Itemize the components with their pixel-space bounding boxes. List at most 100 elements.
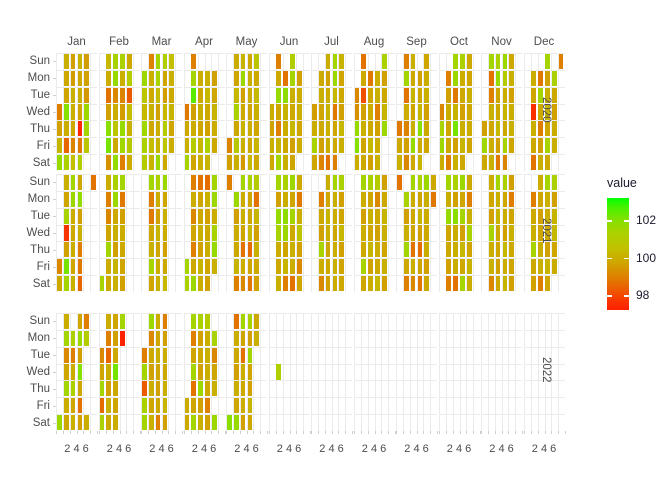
heatmap-cell (551, 121, 557, 137)
x-tick-group-oct: 2 4 6 (446, 443, 472, 455)
x-axis-tick-mark (332, 431, 333, 434)
x-axis-tick-mark (394, 431, 396, 434)
heatmap-cell (361, 138, 367, 154)
heatmap-cell (410, 225, 416, 241)
gridline-horizontal (226, 87, 267, 88)
gridline-vertical (423, 313, 424, 431)
heatmap-cell (106, 138, 112, 154)
legend-tick-label-100: 100 (636, 250, 657, 265)
x-axis-tick-mark (495, 431, 496, 434)
gridline-horizontal (438, 275, 480, 276)
heatmap-cell (247, 347, 253, 363)
heatmap-cell (424, 191, 430, 207)
heatmap-cell (403, 259, 409, 275)
heatmap-cell (375, 87, 380, 103)
gridline-horizontal (141, 174, 182, 175)
heatmap-cell (318, 87, 324, 103)
heatmap-cell (531, 208, 537, 224)
heatmap-cell (375, 208, 380, 224)
heatmap-cell (269, 104, 275, 120)
heatmap-cell (191, 70, 197, 86)
x-axis-tick-mark (260, 431, 261, 434)
gridline-vertical (523, 53, 525, 171)
heatmap-cell (339, 242, 345, 258)
heatmap-cell (460, 275, 465, 292)
gridline-vertical (155, 174, 156, 292)
heatmap-cell (290, 275, 295, 292)
heatmap-cell (233, 121, 239, 137)
gridline-vertical (353, 313, 355, 431)
heatmap-cell (551, 104, 557, 120)
gridline-horizontal (268, 275, 310, 276)
gridline-horizontal (353, 104, 395, 105)
heatmap-cell (84, 138, 90, 154)
gridline-horizontal (353, 225, 395, 226)
facet-panel-2021-feb (98, 174, 140, 292)
heatmap-cell (198, 70, 203, 86)
heatmap-cell (211, 225, 217, 241)
heatmap-cell (70, 174, 76, 191)
heatmap-cell (70, 225, 76, 241)
gridline-vertical (557, 313, 559, 431)
heatmap-cell (339, 104, 345, 120)
gridline-horizontal (183, 154, 225, 155)
gridline-vertical (125, 313, 127, 431)
legend-tick-label-98: 98 (636, 288, 650, 303)
y-axis-tick-mark (53, 422, 56, 424)
heatmap-cell (211, 104, 217, 120)
heatmap-cell (142, 154, 147, 171)
heatmap-cell (460, 242, 465, 258)
weekday-label-sat: Sat (32, 416, 50, 429)
heatmap-cell (70, 398, 76, 414)
heatmap-cell (410, 53, 416, 70)
gridline-horizontal (268, 154, 310, 155)
heatmap-cell (191, 414, 197, 431)
facet-panel-2020-apr (183, 53, 225, 171)
heatmap-cell (254, 208, 260, 224)
gridline-vertical (190, 313, 192, 431)
gridline-vertical (472, 313, 474, 431)
gridline-horizontal (523, 208, 565, 209)
x-tick-group-apr: 2 4 6 (191, 443, 217, 455)
heatmap-cell (162, 414, 168, 431)
heatmap-cell (495, 191, 501, 207)
heatmap-cell (410, 275, 416, 292)
heatmap-cell (113, 70, 118, 86)
heatmap-cell (361, 191, 367, 207)
heatmap-cell (155, 225, 161, 241)
heatmap-cell (211, 242, 217, 258)
weekday-label-tue: Tue (30, 210, 50, 223)
heatmap-cell (460, 104, 465, 120)
gridline-vertical (132, 174, 134, 292)
heatmap-cell (162, 364, 168, 380)
gridline-vertical (472, 53, 474, 171)
month-label-dec: Dec (533, 36, 555, 48)
heatmap-cell (403, 191, 409, 207)
heatmap-cell (417, 121, 423, 137)
heatmap-cell (70, 87, 76, 103)
gridline-vertical (119, 313, 121, 431)
gridline-horizontal (268, 397, 310, 398)
gridline-horizontal (311, 330, 352, 331)
gridline-vertical (403, 313, 404, 431)
heatmap-cell (70, 208, 76, 224)
facet-panel-2020-sep (396, 53, 437, 171)
gridline-vertical (83, 174, 84, 292)
heatmap-cell (148, 414, 154, 431)
x-axis-tick-mark (267, 431, 268, 434)
heatmap-cell (368, 191, 373, 207)
heatmap-cell (247, 242, 253, 258)
heatmap-cell (545, 87, 550, 103)
heatmap-cell (276, 259, 282, 275)
heatmap-cell (198, 104, 203, 120)
heatmap-cell (106, 208, 112, 224)
gridline-vertical (353, 53, 355, 171)
heatmap-cell (63, 347, 69, 363)
gridline-vertical (530, 174, 532, 292)
heatmap-cell (191, 208, 197, 224)
heatmap-cell (545, 121, 550, 137)
weekday-label-thu: Thu (30, 122, 50, 135)
x-axis-tick-mark (557, 431, 559, 434)
gridline-vertical (445, 174, 447, 292)
heatmap-cell (148, 104, 154, 120)
